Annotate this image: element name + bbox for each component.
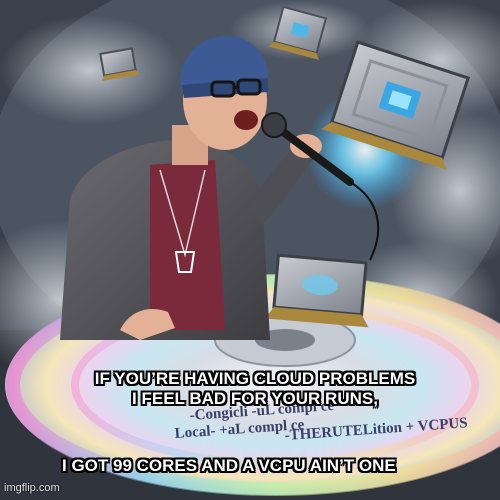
imgflip-watermark: imgflip.com [4, 482, 60, 494]
rapper-figure [60, 35, 322, 340]
meme-caption-line-2: I FEEL BAD FOR YOUR RUNS, [132, 389, 378, 408]
meme-caption-line-3: I GOT 99 CORES AND A VCPU AIN’T ONE [62, 456, 396, 475]
pendant-icon [174, 251, 196, 273]
microphone-icon [261, 112, 380, 261]
meme-caption-line-1: IF YOU’RE HAVING CLOUD PROBLEMS [94, 369, 416, 388]
cpu-chip-icon [99, 5, 471, 328]
